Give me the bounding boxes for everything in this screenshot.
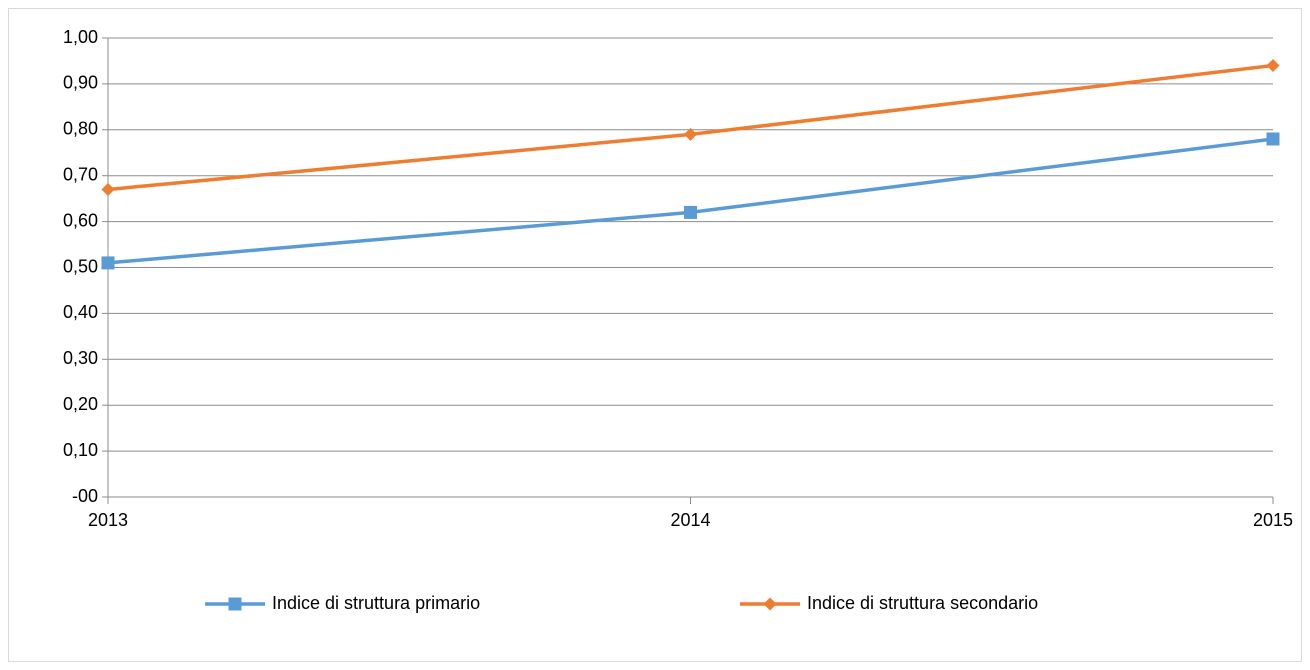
x-tick-label: 2014: [670, 510, 710, 530]
legend-marker: [228, 597, 242, 611]
data-point: [684, 127, 697, 141]
y-tick-label: 0,50: [63, 256, 98, 276]
data-point: [684, 205, 697, 219]
data-point: [1266, 132, 1280, 146]
y-tick-label: 0,60: [63, 210, 98, 230]
legend-label: Indice di struttura primario: [272, 593, 480, 613]
y-tick-label: 0,30: [63, 348, 98, 368]
data-point: [1266, 59, 1280, 73]
data-point: [101, 256, 115, 270]
legend-marker: [763, 597, 777, 611]
legend-label: Indice di struttura secondario: [807, 593, 1038, 613]
x-tick-label: 2013: [88, 510, 128, 530]
y-tick-label: 0,40: [63, 302, 98, 322]
y-tick-label: 1,00: [63, 27, 98, 47]
x-tick-label: 2015: [1253, 510, 1293, 530]
y-tick-label: 0,90: [63, 73, 98, 93]
y-tick-label: 0,70: [63, 164, 98, 184]
chart-border: [8, 8, 1302, 662]
data-point: [101, 182, 115, 196]
y-tick-label: 0,20: [63, 394, 98, 414]
y-tick-label: -00: [72, 486, 98, 506]
y-tick-label: 0,80: [63, 119, 98, 139]
y-tick-label: 0,10: [63, 440, 98, 460]
